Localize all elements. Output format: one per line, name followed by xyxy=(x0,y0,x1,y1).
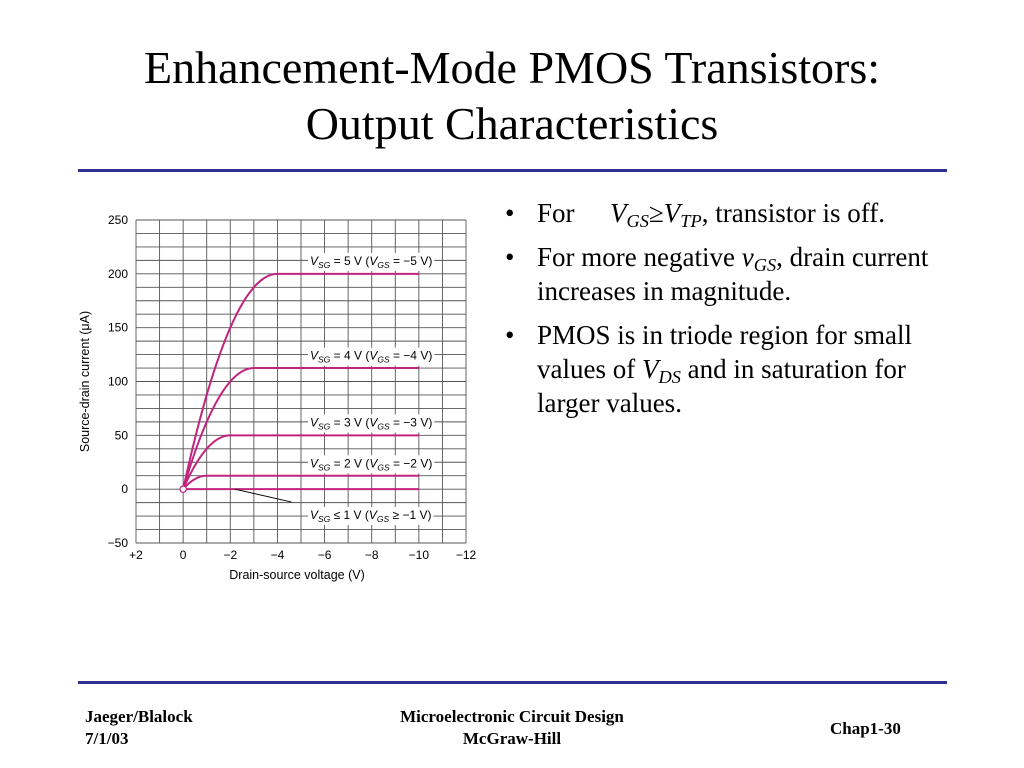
y-tick-label: 150 xyxy=(108,321,128,335)
curve-series-1 xyxy=(182,272,419,490)
x-tick-label: −12 xyxy=(456,548,477,562)
bullet-3-math: VDS xyxy=(641,354,681,388)
bullet-1-prefix: For xyxy=(537,198,575,228)
origin-marker xyxy=(179,485,187,493)
footer-date: 7/1/03 xyxy=(85,729,129,748)
bullet-dot: • xyxy=(505,198,515,228)
curve-series-3 xyxy=(182,434,419,490)
y-tick-label: 50 xyxy=(115,428,129,442)
footer-authors: Jaeger/Blalock 7/1/03 xyxy=(85,706,193,750)
x-tick-label: +2 xyxy=(129,548,143,562)
math-var: V xyxy=(641,354,659,384)
math-var: V xyxy=(610,198,627,228)
curve-series-4 xyxy=(182,474,419,490)
x-tick-label: −4 xyxy=(271,548,285,562)
curve-label-4: VSG = 2 V (VGS = −2 V) xyxy=(310,456,432,472)
bullet-2-text1: For more negative xyxy=(537,242,742,272)
math-subscript: DS xyxy=(658,367,681,388)
slide-title-line2: Output Characteristics xyxy=(305,98,719,149)
output-characteristics-chart: +2 0 −2 −4 −6 −8 −10 −12 250 200 150 100 50 0 −50 Drain… xyxy=(70,200,480,600)
y-tick-label: 0 xyxy=(121,482,128,496)
y-tick-label: 250 xyxy=(108,213,128,227)
chart-svg: +2 0 −2 −4 −6 −8 −10 −12 250 200 150 100 50 0 −50 Drain… xyxy=(78,213,477,582)
bullet-2-text2: , drain current increases in magnitude. xyxy=(537,242,929,306)
footer-page-number: Chap1-30 xyxy=(830,719,901,738)
footer-book-title: Microelectronic Circuit Design xyxy=(400,707,624,726)
x-axis-label: Drain-source voltage (V) xyxy=(229,568,364,582)
curve-label-5: VSG ≤ 1 V (VGS ≥ −1 V) xyxy=(310,508,431,524)
curve-label-background xyxy=(308,252,435,271)
x-tick-label: −6 xyxy=(318,548,332,562)
label-leader-line xyxy=(234,488,292,503)
curve-label-background xyxy=(308,414,435,433)
math-operator: ≥ xyxy=(648,198,664,228)
curve-label-background xyxy=(308,347,435,366)
bullet-dot: • xyxy=(505,320,515,350)
y-axis-label: Source-drain current (μA) xyxy=(78,311,92,452)
top-divider xyxy=(78,169,947,172)
footer-publisher: McGraw-Hill xyxy=(462,729,562,748)
x-tick-label: −8 xyxy=(365,548,379,562)
bullet-1-suffix: , transistor is off. xyxy=(701,198,885,228)
bullet-2-math: vGS xyxy=(741,242,777,276)
y-tick-label: −50 xyxy=(108,536,129,550)
curve-series-2 xyxy=(182,367,419,490)
slide-title-line1: Enhancement-Mode PMOS Transistors: xyxy=(144,42,880,93)
y-tick-label: 200 xyxy=(108,267,128,281)
bullet-item-3: • PMOS is in triode region for small val… xyxy=(495,318,945,420)
bullet-item-1: • For VGS≥VTP, transistor is off. xyxy=(495,196,945,230)
bottom-divider xyxy=(78,681,947,684)
footer-book: Microelectronic Circuit Design McGraw-Hi… xyxy=(362,706,662,750)
math-var: V xyxy=(663,198,681,228)
x-tick-label: −2 xyxy=(223,548,237,562)
bullet-item-2: • For more negative vGS, drain current i… xyxy=(495,240,945,308)
footer-authors-line1: Jaeger/Blalock xyxy=(85,707,193,726)
math-var: v xyxy=(741,242,754,272)
math-subscript: GS xyxy=(626,211,649,232)
curve-label-background xyxy=(308,455,435,474)
bullet-3-text1: PMOS is in triode region for small value… xyxy=(537,320,912,384)
curve-label-background xyxy=(308,507,434,526)
y-tick-label: 100 xyxy=(108,375,128,389)
bullet-3-text2: and in saturation for larger values. xyxy=(537,354,906,418)
curve-label-2: VSG = 4 V (VGS = −4 V) xyxy=(310,349,432,365)
curve-label-1: VSG = 5 V (VGS = −5 V) xyxy=(310,254,432,270)
x-tick-label: −10 xyxy=(409,548,430,562)
bullet-list: • For VGS≥VTP, transistor is off. • For … xyxy=(495,196,945,430)
bullet-1-math: VGS≥VTP xyxy=(610,198,702,232)
bullet-dot: • xyxy=(505,242,515,272)
slide-title: Enhancement-Mode PMOS Transistors: Outpu… xyxy=(0,40,1024,152)
math-subscript: GS xyxy=(753,255,777,276)
curve-label-3: VSG = 3 V (VGS = −3 V) xyxy=(310,415,432,431)
x-tick-label: 0 xyxy=(180,548,187,562)
math-subscript: TP xyxy=(680,211,702,232)
